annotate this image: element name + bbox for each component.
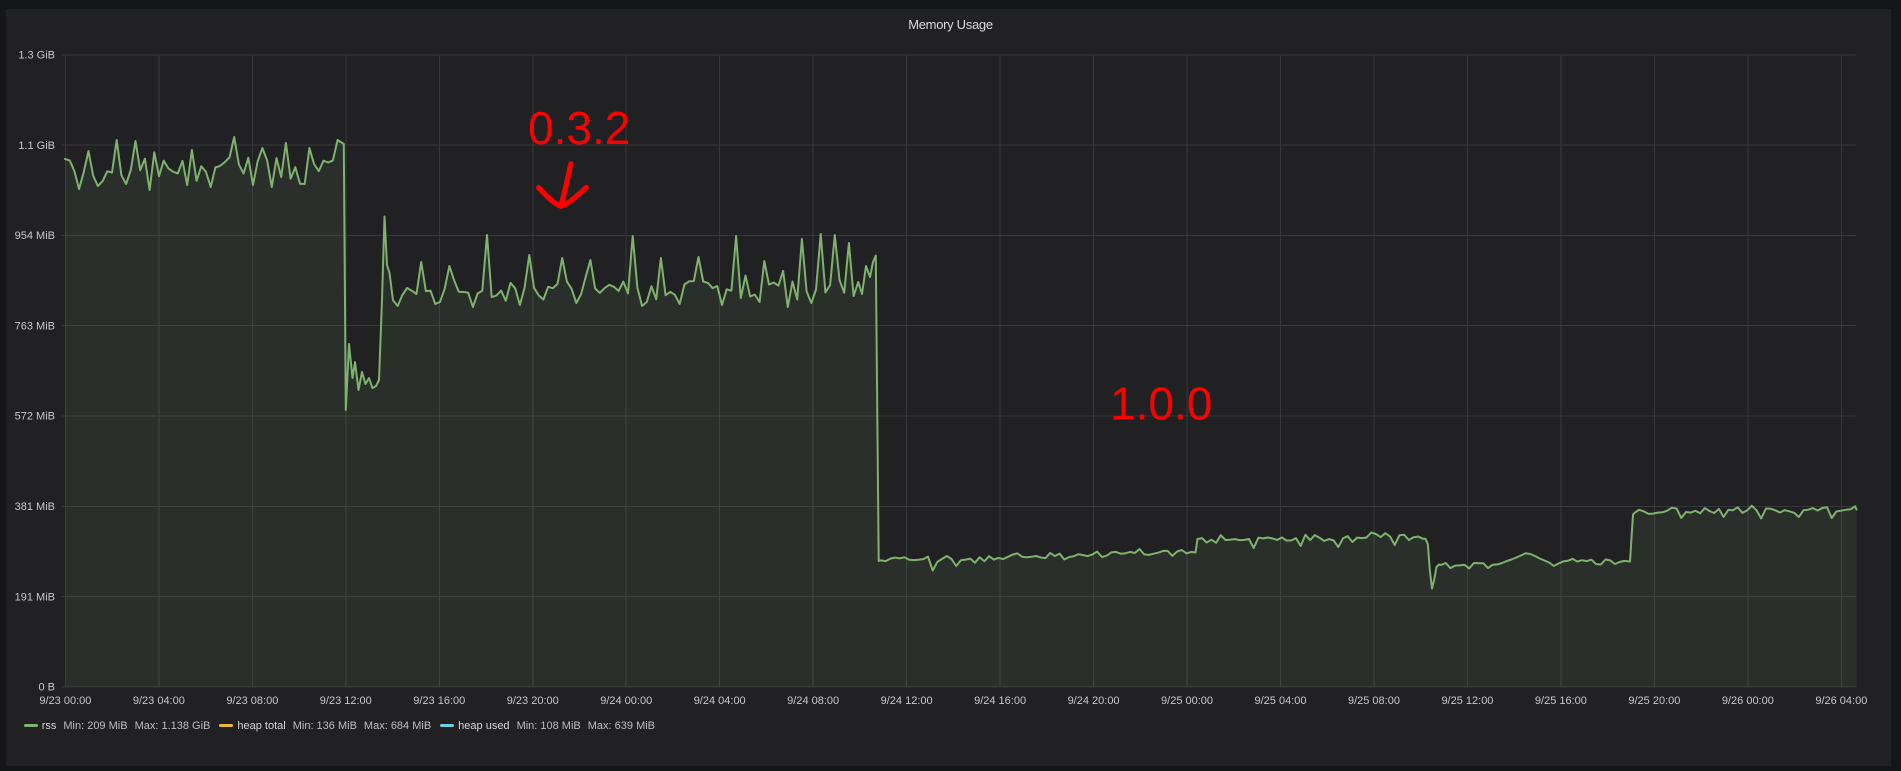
svg-text:1.0.0: 1.0.0 bbox=[1110, 378, 1212, 430]
svg-text:572 MiB: 572 MiB bbox=[15, 411, 55, 423]
svg-text:0.3.2: 0.3.2 bbox=[528, 102, 630, 154]
svg-text:9/23 04:00: 9/23 04:00 bbox=[133, 695, 185, 707]
svg-text:9/23 20:00: 9/23 20:00 bbox=[507, 695, 559, 707]
svg-text:9/24 20:00: 9/24 20:00 bbox=[1068, 695, 1120, 707]
svg-text:9/25 12:00: 9/25 12:00 bbox=[1441, 695, 1493, 707]
svg-text:381 MiB: 381 MiB bbox=[15, 501, 55, 513]
svg-text:9/25 04:00: 9/25 04:00 bbox=[1255, 695, 1307, 707]
svg-text:9/23 12:00: 9/23 12:00 bbox=[320, 695, 372, 707]
svg-text:9/24 08:00: 9/24 08:00 bbox=[787, 695, 839, 707]
svg-text:0 B: 0 B bbox=[38, 682, 55, 694]
svg-text:9/23 08:00: 9/23 08:00 bbox=[226, 695, 278, 707]
svg-text:9/26 00:00: 9/26 00:00 bbox=[1722, 695, 1774, 707]
svg-text:9/26 04:00: 9/26 04:00 bbox=[1815, 695, 1867, 707]
svg-text:9/25 08:00: 9/25 08:00 bbox=[1348, 695, 1400, 707]
svg-text:9/25 20:00: 9/25 20:00 bbox=[1628, 695, 1680, 707]
svg-text:1.3 GiB: 1.3 GiB bbox=[18, 50, 55, 62]
svg-text:9/24 00:00: 9/24 00:00 bbox=[600, 695, 652, 707]
svg-text:9/24 04:00: 9/24 04:00 bbox=[694, 695, 746, 707]
svg-text:9/24 12:00: 9/24 12:00 bbox=[881, 695, 933, 707]
svg-text:9/25 00:00: 9/25 00:00 bbox=[1161, 695, 1213, 707]
svg-text:763 MiB: 763 MiB bbox=[15, 320, 55, 332]
svg-text:9/25 16:00: 9/25 16:00 bbox=[1535, 695, 1587, 707]
svg-text:1.1 GiB: 1.1 GiB bbox=[18, 140, 55, 152]
svg-text:9/23 16:00: 9/23 16:00 bbox=[413, 695, 465, 707]
svg-text:191 MiB: 191 MiB bbox=[15, 591, 55, 603]
svg-text:954 MiB: 954 MiB bbox=[15, 230, 55, 242]
svg-text:9/24 16:00: 9/24 16:00 bbox=[974, 695, 1026, 707]
svg-text:9/23 00:00: 9/23 00:00 bbox=[39, 695, 91, 707]
